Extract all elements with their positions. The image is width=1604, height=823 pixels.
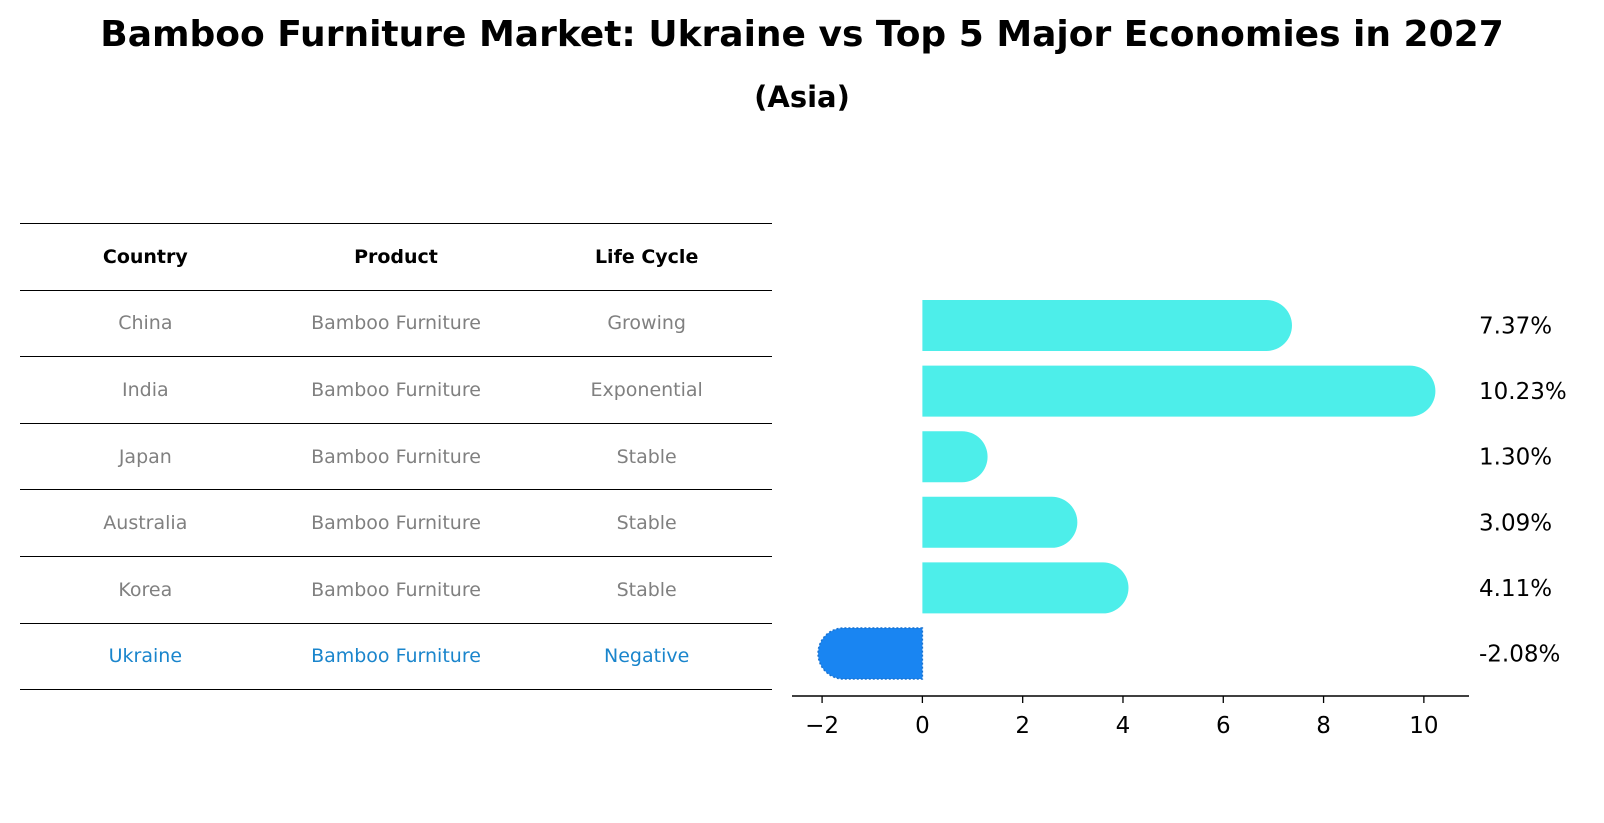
- value-label-india: 10.23%: [1479, 379, 1567, 405]
- cell-product: Bamboo Furniture: [270, 623, 522, 691]
- cell-country: India: [20, 356, 271, 424]
- table-row: Japan Bamboo Furniture Stable: [20, 423, 772, 491]
- bar-china: [922, 300, 1292, 351]
- cell-life-cycle: Stable: [521, 423, 772, 491]
- table-row: Australia Bamboo Furniture Stable: [20, 489, 772, 557]
- header-product: Product: [270, 223, 522, 291]
- header-life-cycle: Life Cycle: [521, 223, 772, 291]
- table-row-highlight: Ukraine Bamboo Furniture Negative: [20, 623, 772, 691]
- cell-product: Bamboo Furniture: [270, 556, 522, 624]
- bar-india: [922, 365, 1436, 417]
- bar-australia: [922, 496, 1078, 548]
- cell-product: Bamboo Furniture: [270, 356, 522, 424]
- value-label-china: 7.37%: [1479, 314, 1552, 340]
- value-label-australia: 3.09%: [1479, 510, 1552, 536]
- table-row: Korea Bamboo Furniture Stable: [20, 556, 772, 624]
- cell-country: China: [20, 290, 271, 358]
- cell-life-cycle: Stable: [521, 489, 772, 557]
- x-tick-label: −2: [805, 713, 839, 739]
- chart-title: Bamboo Furniture Market: Ukraine vs Top …: [100, 14, 1504, 55]
- x-tick-label: 8: [1316, 713, 1331, 739]
- value-label-ukraine: -2.08%: [1479, 642, 1560, 668]
- cell-product: Bamboo Furniture: [270, 489, 522, 557]
- cell-life-cycle: Exponential: [521, 356, 772, 424]
- cell-country: Ukraine: [20, 623, 271, 691]
- table-header-row: Country Product Life Cycle: [20, 223, 772, 291]
- x-tick-label: 10: [1409, 713, 1438, 739]
- data-table: Country Product Life Cycle China Bamboo …: [20, 223, 772, 691]
- table-row: China Bamboo Furniture Growing: [20, 290, 772, 358]
- cell-country: Japan: [20, 423, 271, 491]
- value-label-japan: 1.30%: [1479, 445, 1552, 471]
- cell-country: Australia: [20, 489, 271, 557]
- chart-subtitle: (Asia): [754, 80, 850, 114]
- cell-life-cycle: Stable: [521, 556, 772, 624]
- bar-korea: [922, 562, 1129, 614]
- x-tick-label: 0: [915, 713, 930, 739]
- table-row: India Bamboo Furniture Exponential: [20, 356, 772, 424]
- bar-japan: [922, 431, 988, 483]
- cell-product: Bamboo Furniture: [270, 423, 522, 491]
- cell-life-cycle: Negative: [521, 623, 772, 691]
- value-label-korea: 4.11%: [1479, 576, 1552, 602]
- x-tick-label: 6: [1216, 713, 1231, 739]
- bar-ukraine: [817, 627, 924, 680]
- cell-product: Bamboo Furniture: [270, 290, 522, 358]
- header-country: Country: [20, 223, 271, 291]
- cell-country: Korea: [20, 556, 271, 624]
- x-tick-label: 2: [1015, 713, 1030, 739]
- cell-life-cycle: Growing: [521, 290, 772, 358]
- x-tick-label: 4: [1116, 713, 1131, 739]
